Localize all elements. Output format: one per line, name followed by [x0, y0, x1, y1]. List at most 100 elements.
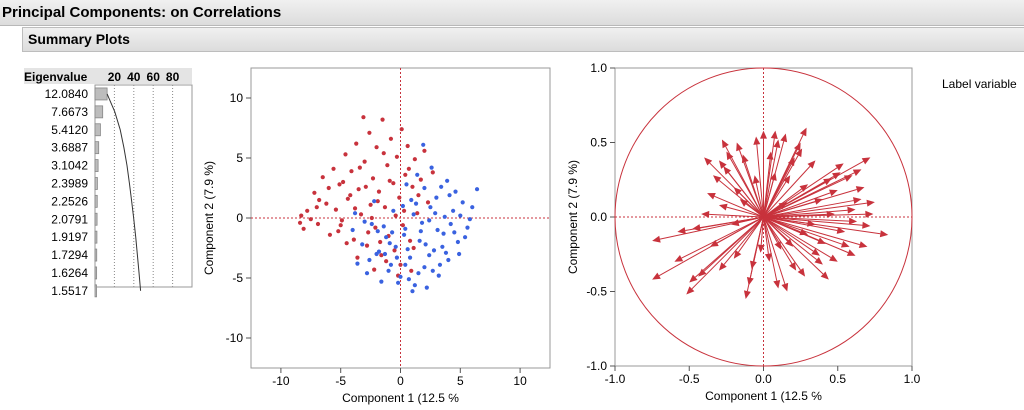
loading-vector: [752, 216, 764, 262]
y-tick-label: 10: [230, 91, 244, 105]
score-point-red: [305, 208, 310, 213]
score-point-blue: [429, 165, 434, 170]
score-point-blue: [362, 219, 367, 224]
loading-vector: [763, 216, 860, 246]
loading-vector: [763, 216, 817, 261]
loading-vector: [744, 161, 764, 218]
score-point-blue: [417, 238, 422, 243]
score-point-blue: [443, 250, 449, 255]
score-point-blue: [439, 184, 444, 189]
loading-arrowhead: [858, 241, 868, 248]
y-tick-label: 0.0: [590, 210, 607, 224]
score-point-red: [425, 200, 431, 205]
score-point-blue: [460, 200, 465, 205]
score-point-red: [351, 237, 356, 242]
eigen-tick-label: 40: [127, 70, 141, 84]
loading-arrowhead: [736, 142, 743, 152]
loading-arrowhead: [814, 198, 823, 205]
y-tick-label: -10: [226, 331, 244, 345]
score-point-red: [348, 193, 353, 198]
score-point-blue: [386, 268, 391, 273]
report-header[interactable]: Principal Components: on Correlations: [0, 0, 1024, 26]
loading-vector: [685, 216, 764, 232]
score-point-red: [345, 196, 350, 201]
score-point-red: [412, 157, 417, 162]
score-point-red: [368, 202, 373, 207]
x-tick-label: 0: [397, 374, 404, 388]
section-title: Summary Plots: [28, 31, 130, 47]
loading-arrowhead: [674, 254, 684, 262]
loading-vector: [723, 216, 764, 265]
loading-vector: [763, 181, 826, 218]
eigenvalue-label: 12.0840: [45, 87, 89, 101]
score-point-blue: [413, 201, 419, 206]
loading-vector: [763, 192, 831, 218]
eigenvalue-bar: [94, 284, 97, 298]
score-point-red: [378, 239, 383, 245]
score-point-red: [331, 166, 336, 171]
score-point-blue: [453, 189, 458, 194]
score-point-red: [308, 217, 313, 222]
loading-vector: [727, 172, 764, 218]
eigenvalue-bar: [94, 123, 101, 137]
score-point-red: [324, 201, 329, 206]
loading-arrowhead: [773, 139, 781, 149]
eigen-tick-label: 80: [166, 70, 180, 84]
y-tick-label: 0.5: [590, 136, 607, 150]
eigen-tick-label: 20: [108, 70, 122, 84]
score-point-blue: [375, 229, 380, 234]
loading-arrowhead: [823, 178, 832, 186]
score-point-blue: [424, 285, 429, 290]
loading-plot: -1.0 -0.5 0.0 0.5 1.0 -1.0 -0.5 0.0 0.5 1.0 Compon…: [566, 61, 921, 403]
score-point-blue: [376, 249, 382, 254]
loading-vector: [659, 216, 764, 240]
score-point-red: [384, 259, 389, 264]
eigenvalue-bar: [94, 266, 98, 280]
loading-arrowhead: [769, 172, 777, 181]
score-point-red: [430, 170, 435, 175]
score-point-red: [317, 197, 322, 203]
score-point-blue: [440, 244, 445, 249]
loading-arrowhead: [710, 239, 719, 247]
loading-vector: [738, 216, 764, 253]
loading-vector: [763, 216, 778, 243]
score-point-red: [366, 230, 371, 235]
eigenvalue-label: 5.4120: [51, 123, 88, 137]
loading-vector: [763, 205, 781, 218]
score-point-red: [373, 225, 378, 230]
loading-arrowhead: [770, 130, 778, 139]
loading-vector: [763, 216, 843, 245]
score-point-blue: [390, 230, 395, 235]
score-point-red: [372, 267, 377, 272]
loading-vector: [716, 216, 764, 244]
y-tick-label: -0.5: [586, 285, 607, 299]
score-point-blue: [441, 231, 446, 236]
score-point-blue: [445, 178, 450, 183]
loading-arrowhead: [817, 237, 826, 244]
loading-arrowhead: [799, 127, 807, 137]
score-point-red: [401, 208, 407, 213]
loading-arrowhead: [840, 240, 850, 248]
summary-plots-header[interactable]: Summary Plots: [22, 27, 1024, 52]
score-point-red: [407, 238, 413, 243]
loading-arrowhead: [766, 151, 774, 160]
eigenvalue-label: 1.7294: [51, 248, 88, 262]
loading-arrowhead: [879, 230, 889, 238]
loading-arrowhead: [848, 217, 858, 225]
score-point-red: [358, 212, 364, 217]
score-point-blue: [382, 251, 388, 257]
x-tick-label: -10: [272, 374, 290, 388]
score-point-blue: [410, 289, 415, 294]
x-tick-label: 5: [457, 374, 464, 388]
score-point-red: [370, 176, 376, 181]
score-point-red: [411, 245, 416, 251]
score-point-red: [398, 262, 403, 267]
score-point-blue: [474, 187, 480, 192]
score-point-red: [381, 151, 386, 156]
eigen-plot-frame: [94, 84, 193, 288]
cumulative-percent-line: [106, 93, 142, 291]
score-point-red: [415, 211, 420, 216]
loading-arrowhead: [782, 175, 791, 184]
score-point-blue: [381, 224, 386, 229]
